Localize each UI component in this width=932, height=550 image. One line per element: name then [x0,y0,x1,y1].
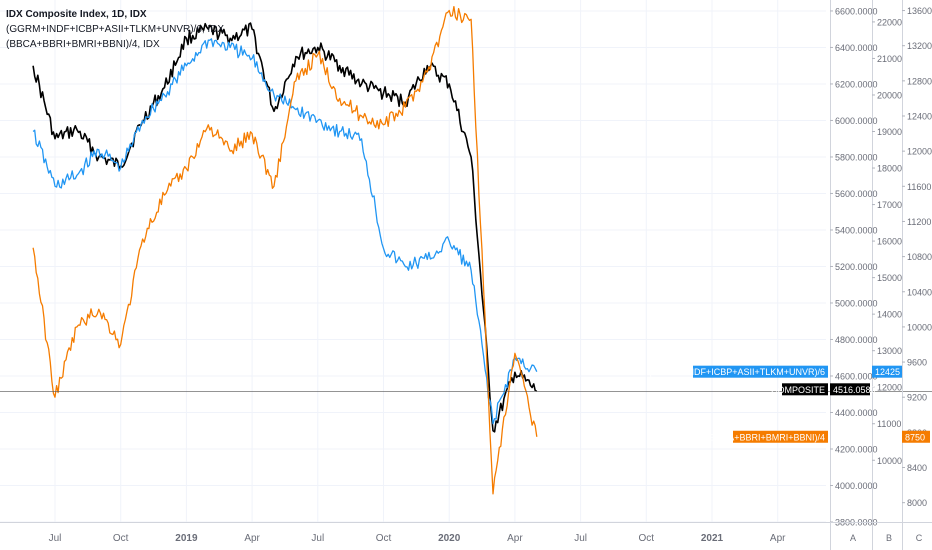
x-tick-label: 2020 [438,533,461,544]
x-tick-label: Jul [49,533,62,544]
y-tick-label-A: 4200.0000 [835,444,878,454]
y-tick-label-A: 4000.0000 [835,481,878,491]
y-tick-label-C: 12000 [907,147,932,157]
series-line-1 [32,38,538,425]
x-tick-label: Oct [376,533,392,544]
y-tick-label-A: 4400.0000 [835,408,878,418]
y-tick-label-A: 5200.0000 [835,262,878,272]
series-name-label-banks: (BBCA+BBRI+BMRI+BBNI)/4 [707,432,825,442]
y-tick-label-B: 18000 [877,164,902,174]
y-tick-label-A: 6400.0000 [835,43,878,53]
y-tick-label-C: 11600 [907,182,931,192]
series-name-label-consumer-bg [693,365,828,378]
last-value-consumer: 12425 [875,367,900,377]
y-tick-label-B: 10000 [877,456,902,466]
time-axis[interactable]: Jul Oct 2019 Apr Jul Oct 2020 Apr Jul Oct 2021 Apr [0,522,932,545]
series-name-label-composite-bg [782,383,828,396]
legend-series-banks[interactable]: (BBCA+BBRI+BMRI+BBNI)/4, IDX [6,39,160,50]
series-name-label-composite: COMPOSITE [771,385,825,395]
y-tick-label-C: 10400 [907,287,932,297]
x-tick-label: Oct [639,533,655,544]
y-tick-label-B: 11000 [877,419,901,429]
y-tick-label-B: 21000 [877,54,902,64]
legend-title[interactable]: IDX Composite Index, 1D, IDX [6,9,147,20]
x-tick-label: Apr [770,533,786,544]
x-tick-label: Oct [113,533,129,544]
y-tick-label-A: 4800.0000 [835,335,878,345]
y-tick-label-A: 5800.0000 [835,152,878,162]
y-tick-label-B: 20000 [877,90,902,100]
x-tick-label: 2019 [175,533,198,544]
y-tick-label-C: 8400 [907,463,927,473]
y-tick-label-A: 6000.0000 [835,116,878,126]
series-lines [32,5,538,495]
last-value-composite: 4516.0580 [833,385,876,395]
y-tick-label-A: 4600.0000 [835,371,878,381]
y-tick-label-B: 15000 [877,273,902,283]
y-tick-label-C: 11200 [907,217,931,227]
x-tick-label: Jul [311,533,324,544]
y-tick-label-C: 10800 [907,252,932,262]
y-tick-label-B: 22000 [877,17,902,27]
last-value-banks-bg [902,430,930,443]
x-tick-label: Jul [574,533,587,544]
y-tick-label-C: 10000 [907,322,932,332]
y-tick-label-B: 14000 [877,310,902,320]
x-tick-label: Apr [244,533,260,544]
y-tick-label-C: 13200 [907,41,932,51]
y-tick-label-B: 12000 [877,383,902,393]
legend-series-consumer[interactable]: (GGRM+INDF+ICBP+ASII+TLKM+UNVR)/6, IDX [6,24,225,35]
grid [0,0,826,523]
y-tick-label-A: 5600.0000 [835,189,878,199]
y-tick-label-B: 17000 [877,200,902,210]
y-tick-label-B: 16000 [877,237,902,247]
series-line-2 [32,5,538,495]
legend: IDX Composite Index, 1D, IDX (GGRM+INDF+… [6,7,224,52]
price-axes[interactable]: 6600.0000 6400.0000 6200.0000 6000.0000 5800… [830,0,932,550]
last-value-consumer-bg [872,365,902,378]
y-tick-label-C: 9600 [907,358,927,368]
axis-footer-B: B [886,533,892,543]
series-name-label-banks-bg [733,430,828,443]
y-tick-label-A: 5400.0000 [835,225,878,235]
y-tick-label-C: 9200 [907,393,927,403]
y-tick-label-B: 13000 [877,346,902,356]
x-tick-label: Apr [507,533,523,544]
y-tick-label-C: 8000 [907,498,927,508]
y-tick-label-C: 12800 [907,76,932,86]
y-tick-label-B: 19000 [877,127,902,137]
last-value-composite-bg [830,383,870,396]
last-value-banks: 8750 [905,432,925,442]
y-tick-label-A: 5000.0000 [835,298,878,308]
y-tick-label-A: 6200.0000 [835,79,878,89]
x-tick-label: 2021 [701,533,724,544]
y-tick-label-A: 6600.0000 [835,6,878,16]
y-tick-label-C: 13600 [907,6,932,16]
last-value-labels: COMPOSITE 4516.0580 (GGRM+INDF+ICBP+ASII+T… [649,365,930,443]
series-name-label-consumer: (GGRM+INDF+ICBP+ASII+TLKM+UNVR)/6 [649,367,825,377]
axis-footer-A: A [850,533,856,543]
series-line-0 [32,22,538,433]
axis-footer-C: C [916,533,923,543]
y-tick-label-C: 12400 [907,112,932,122]
